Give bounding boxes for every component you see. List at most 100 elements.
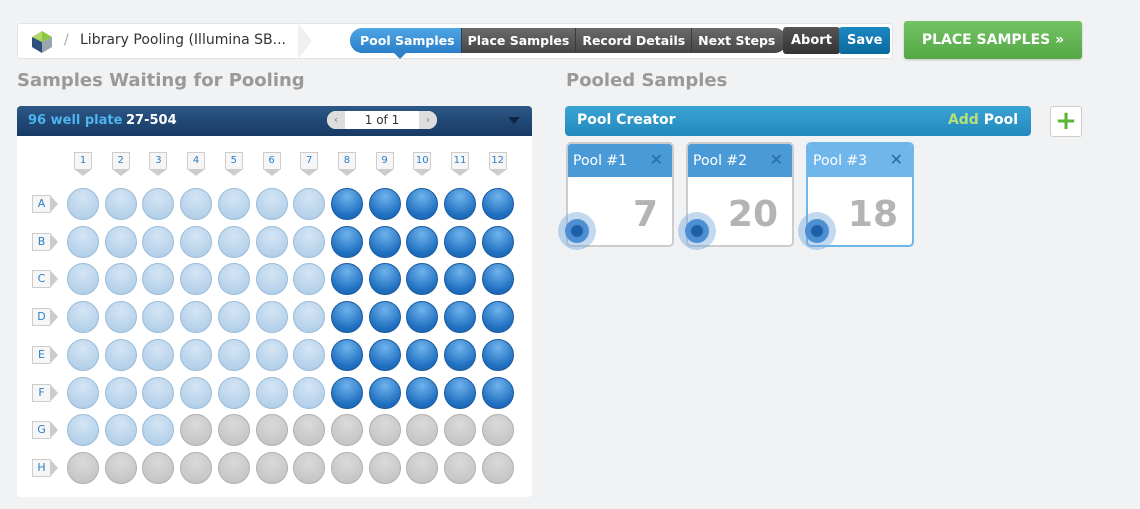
abort-button[interactable]: Abort: [783, 27, 840, 54]
well-G5[interactable]: [217, 414, 250, 447]
well-H6[interactable]: [255, 451, 288, 484]
well-H4[interactable]: [180, 451, 213, 484]
prev-page-button[interactable]: ‹: [327, 111, 345, 129]
well-B1[interactable]: [67, 225, 99, 258]
well-A12[interactable]: [481, 188, 514, 220]
breadcrumb[interactable]: Library Pooling (Illumina SB...: [80, 32, 286, 48]
pool-card[interactable]: Pool #1 ✕ 7: [558, 142, 674, 250]
well-G9[interactable]: [368, 414, 401, 447]
well-D12[interactable]: [481, 301, 514, 334]
well-C9[interactable]: [368, 263, 401, 296]
well-A2[interactable]: [104, 188, 137, 220]
well-F12[interactable]: [481, 376, 514, 409]
well-E10[interactable]: [406, 338, 439, 371]
well-D10[interactable]: [406, 301, 439, 334]
well-C12[interactable]: [481, 263, 514, 296]
well-H10[interactable]: [406, 451, 439, 484]
well-A6[interactable]: [255, 188, 288, 220]
well-H7[interactable]: [293, 451, 326, 484]
well-C5[interactable]: [217, 263, 250, 296]
plate-type[interactable]: 96 well plate: [28, 113, 123, 128]
well-A5[interactable]: [217, 188, 250, 220]
well-E3[interactable]: [142, 338, 175, 371]
well-B10[interactable]: [406, 225, 439, 258]
tab-record-details[interactable]: Record Details: [576, 28, 693, 53]
well-G12[interactable]: [481, 414, 514, 447]
well-G1[interactable]: [67, 414, 99, 447]
well-C11[interactable]: [444, 263, 476, 296]
well-C10[interactable]: [406, 263, 439, 296]
pool-card[interactable]: Pool #3 ✕ 18: [798, 142, 914, 250]
well-G8[interactable]: [330, 414, 363, 447]
well-E1[interactable]: [67, 338, 99, 371]
row-header[interactable]: C: [32, 270, 58, 289]
well-D4[interactable]: [180, 301, 213, 334]
well-C2[interactable]: [104, 263, 137, 296]
well-G3[interactable]: [142, 414, 175, 447]
row-header[interactable]: B: [32, 232, 58, 251]
well-C8[interactable]: [330, 263, 363, 296]
well-G6[interactable]: [255, 414, 288, 447]
well-A8[interactable]: [330, 188, 363, 220]
well-D8[interactable]: [330, 301, 363, 334]
well-D3[interactable]: [142, 301, 175, 334]
well-F7[interactable]: [293, 376, 326, 409]
well-D6[interactable]: [255, 301, 288, 334]
column-header[interactable]: 5: [224, 152, 243, 176]
well-H9[interactable]: [368, 451, 401, 484]
well-C3[interactable]: [142, 263, 175, 296]
tab-place-samples[interactable]: Place Samples: [461, 28, 577, 53]
well-B7[interactable]: [293, 225, 326, 258]
well-A9[interactable]: [368, 188, 401, 220]
well-F3[interactable]: [142, 376, 175, 409]
well-C1[interactable]: [67, 263, 99, 296]
well-A7[interactable]: [293, 188, 326, 220]
close-icon[interactable]: ✕: [649, 150, 663, 169]
column-header[interactable]: 4: [187, 152, 206, 176]
well-B4[interactable]: [180, 225, 213, 258]
row-header[interactable]: F: [32, 383, 58, 402]
well-H5[interactable]: [217, 451, 250, 484]
well-G4[interactable]: [180, 414, 213, 447]
well-H1[interactable]: [67, 451, 99, 484]
well-E4[interactable]: [180, 338, 213, 371]
well-E12[interactable]: [481, 338, 514, 371]
chevron-down-icon[interactable]: [508, 117, 520, 124]
well-H11[interactable]: [444, 451, 476, 484]
well-H12[interactable]: [481, 451, 514, 484]
column-header[interactable]: 6: [262, 152, 281, 176]
well-D7[interactable]: [293, 301, 326, 334]
column-header[interactable]: 8: [337, 152, 356, 176]
add-pool-button[interactable]: +: [1050, 106, 1082, 137]
pool-card[interactable]: Pool #2 ✕ 20: [678, 142, 794, 250]
close-icon[interactable]: ✕: [889, 150, 903, 169]
column-header[interactable]: 9: [375, 152, 394, 176]
column-header[interactable]: 3: [149, 152, 168, 176]
well-A11[interactable]: [444, 188, 476, 220]
well-E6[interactable]: [255, 338, 288, 371]
well-F9[interactable]: [368, 376, 401, 409]
close-icon[interactable]: ✕: [769, 150, 783, 169]
well-B9[interactable]: [368, 225, 401, 258]
well-F10[interactable]: [406, 376, 439, 409]
well-D5[interactable]: [217, 301, 250, 334]
well-D11[interactable]: [444, 301, 476, 334]
well-B11[interactable]: [444, 225, 476, 258]
well-F4[interactable]: [180, 376, 213, 409]
well-E8[interactable]: [330, 338, 363, 371]
column-header[interactable]: 2: [111, 152, 130, 176]
next-page-button[interactable]: ›: [419, 111, 437, 129]
well-B6[interactable]: [255, 225, 288, 258]
well-A1[interactable]: [67, 188, 99, 220]
well-D2[interactable]: [104, 301, 137, 334]
well-E9[interactable]: [368, 338, 401, 371]
place-samples-button[interactable]: PLACE SAMPLES »: [904, 21, 1082, 59]
well-E11[interactable]: [444, 338, 476, 371]
save-button[interactable]: Save: [839, 27, 891, 54]
column-header[interactable]: 11: [451, 152, 469, 176]
well-G11[interactable]: [444, 414, 476, 447]
row-header[interactable]: H: [32, 458, 58, 477]
well-G7[interactable]: [293, 414, 326, 447]
well-F8[interactable]: [330, 376, 363, 409]
well-H3[interactable]: [142, 451, 175, 484]
